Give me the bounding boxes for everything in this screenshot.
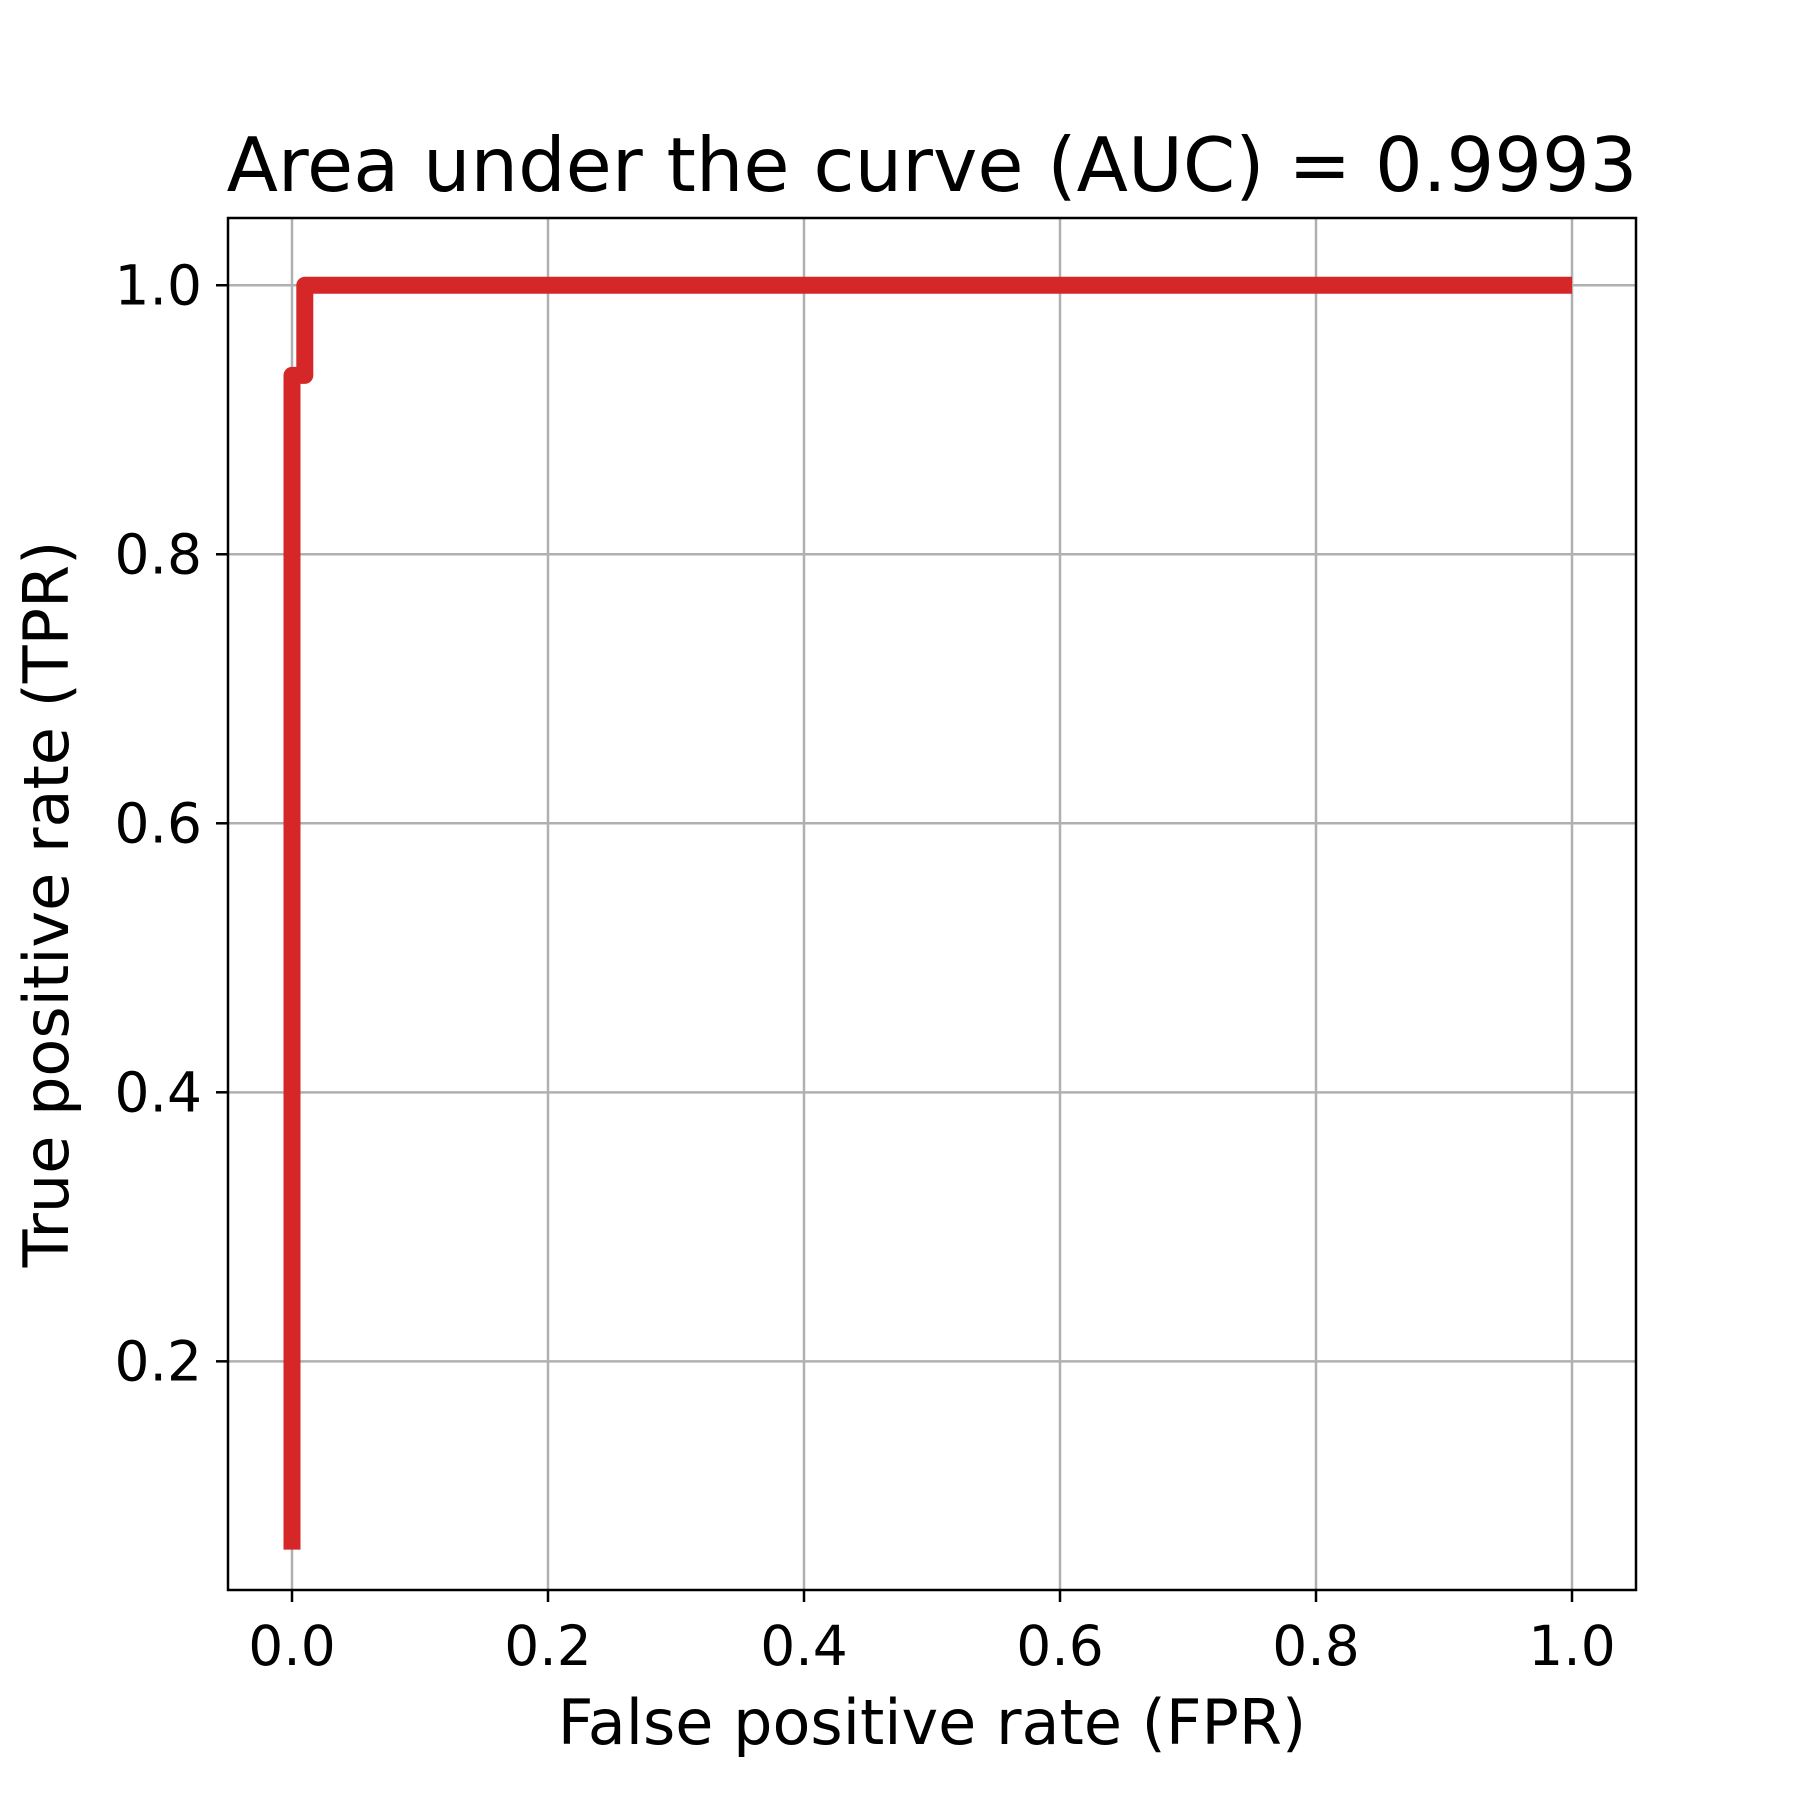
x-axis-label: False positive rate (FPR) — [558, 1686, 1306, 1759]
plot-frame — [226, 216, 1638, 1592]
y-axis-ticks: 0.2 0.4 0.6 0.8 1.0 — [115, 253, 228, 1393]
y-axis-label: True positive rate (TPR) — [10, 541, 83, 1269]
y-tick-label-1: 0.4 — [115, 1060, 202, 1124]
x-tick-label-3: 0.6 — [1016, 1614, 1103, 1678]
roc-curve-line-0 — [283, 276, 1572, 1550]
x-tick-label-2: 0.4 — [760, 1614, 847, 1678]
x-axis-ticks: 0.0 0.2 0.4 0.6 0.8 1.0 — [248, 1590, 1616, 1678]
chart-title: Area under the curve (AUC) = 0.9993 — [227, 121, 1638, 209]
series-layer — [283, 276, 1572, 1550]
y-tick-label-4: 1.0 — [115, 253, 202, 317]
x-tick-label-1: 0.2 — [504, 1614, 591, 1678]
y-tick-label-3: 0.8 — [115, 522, 202, 586]
x-tick-label-5: 1.0 — [1528, 1614, 1615, 1678]
y-tick-label-2: 0.6 — [115, 791, 202, 855]
x-tick-label-4: 0.8 — [1272, 1614, 1359, 1678]
x-tick-label-0: 0.0 — [248, 1614, 335, 1678]
y-tick-label-0: 0.2 — [115, 1329, 202, 1393]
